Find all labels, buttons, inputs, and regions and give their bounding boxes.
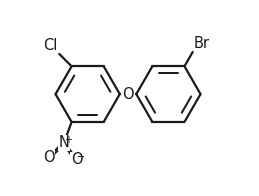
Text: +: + [64, 135, 72, 145]
Text: O: O [122, 87, 134, 102]
Text: −: − [77, 152, 85, 162]
Text: Cl: Cl [43, 38, 58, 53]
Text: O: O [43, 150, 54, 165]
Text: Br: Br [194, 36, 210, 51]
Text: N: N [59, 135, 69, 151]
Text: O: O [71, 152, 82, 167]
